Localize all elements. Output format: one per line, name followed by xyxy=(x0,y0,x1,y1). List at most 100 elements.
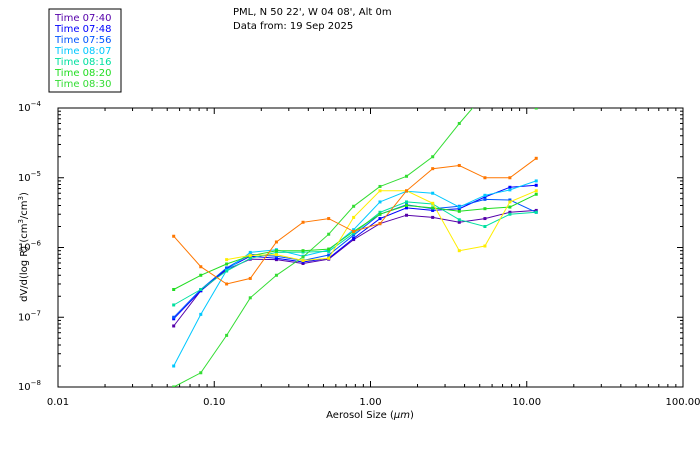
data-point xyxy=(483,207,487,211)
data-point xyxy=(378,222,382,226)
data-point xyxy=(534,189,538,193)
data-point xyxy=(431,208,435,212)
data-point xyxy=(378,217,382,221)
data-point xyxy=(199,287,203,291)
data-point xyxy=(431,191,435,195)
data-point xyxy=(199,312,203,316)
data-point xyxy=(327,232,331,236)
data-point xyxy=(483,176,487,180)
data-point xyxy=(483,197,487,201)
data-point xyxy=(431,155,435,159)
data-series xyxy=(172,94,538,387)
y-tick-label: 10−4 xyxy=(18,100,42,114)
x-axis-title: Aerosol Size (μm) xyxy=(326,410,414,421)
data-point xyxy=(327,247,331,251)
data-point xyxy=(457,209,461,213)
data-point xyxy=(352,228,356,232)
data-point xyxy=(248,276,252,280)
legend-entry: Time 08:07 xyxy=(54,46,111,57)
data-point xyxy=(431,215,435,219)
data-point xyxy=(457,249,461,253)
data-point xyxy=(534,179,538,183)
data-point xyxy=(378,210,382,214)
data-point xyxy=(172,234,176,238)
data-point xyxy=(301,261,305,265)
data-point xyxy=(431,201,435,205)
data-point xyxy=(508,210,512,214)
y-tick-label: 10−8 xyxy=(18,379,41,393)
data-point xyxy=(172,303,176,307)
data-point xyxy=(534,156,538,160)
data-point xyxy=(457,205,461,209)
legend-entry: Time 08:16 xyxy=(54,57,111,68)
data-point xyxy=(172,324,176,328)
data-point xyxy=(508,94,511,97)
data-point xyxy=(534,183,538,187)
data-point xyxy=(431,167,435,171)
data-point xyxy=(327,249,331,253)
data-point xyxy=(405,174,409,178)
data-point xyxy=(301,220,305,224)
data-point xyxy=(508,205,512,209)
legend-entry: Time 07:56 xyxy=(54,35,111,46)
x-tick-label: 0.01 xyxy=(47,397,69,408)
data-point xyxy=(352,204,356,208)
data-point xyxy=(172,315,176,319)
y-tick-label: 10−5 xyxy=(18,170,41,184)
data-point xyxy=(352,233,356,237)
data-point xyxy=(534,210,538,214)
data-point xyxy=(301,249,305,253)
data-point xyxy=(274,249,278,253)
data-point xyxy=(378,212,382,216)
data-point xyxy=(508,212,512,216)
y-tick-label: 10−6 xyxy=(18,240,42,254)
data-point xyxy=(301,259,305,263)
data-point xyxy=(457,220,461,224)
data-point xyxy=(483,244,487,248)
legend-entry: Time 07:40 xyxy=(54,13,111,24)
data-point xyxy=(483,225,487,229)
series-7 xyxy=(225,189,538,263)
data-point xyxy=(405,189,409,193)
data-point xyxy=(225,258,229,262)
data-point xyxy=(172,287,176,291)
y-axis-title: dV/d(log R) (cm3/cm3) xyxy=(17,192,30,302)
data-point xyxy=(225,333,229,337)
data-point xyxy=(352,236,356,240)
data-point xyxy=(483,193,487,197)
data-point xyxy=(405,213,409,217)
data-point xyxy=(534,192,538,196)
plot-frame xyxy=(57,107,684,388)
x-tick-label: 100.00 xyxy=(666,397,700,408)
data-point xyxy=(248,256,252,260)
data-point xyxy=(274,273,278,277)
data-date: Data from: 19 Sep 2025 xyxy=(233,21,353,32)
data-point xyxy=(483,195,487,199)
data-point xyxy=(508,188,512,192)
data-point xyxy=(457,218,461,222)
data-point xyxy=(327,256,331,260)
data-point xyxy=(508,185,512,189)
data-point xyxy=(352,215,356,219)
data-point xyxy=(199,371,203,375)
data-point xyxy=(248,296,252,300)
legend-entry: Time 08:30 xyxy=(54,79,111,90)
data-point xyxy=(274,256,278,260)
data-point xyxy=(457,207,461,211)
series-line xyxy=(173,193,537,290)
data-point xyxy=(172,364,176,368)
x-tick-label: 10.00 xyxy=(512,397,541,408)
data-point xyxy=(172,317,176,321)
data-point xyxy=(274,254,278,258)
x-tick-label: 0.10 xyxy=(203,397,225,408)
data-point xyxy=(199,273,203,277)
data-point xyxy=(225,269,229,273)
data-point xyxy=(199,265,203,269)
data-point xyxy=(405,204,409,208)
data-point xyxy=(248,250,252,254)
data-point xyxy=(457,121,461,125)
legend-entry: Time 07:48 xyxy=(54,24,111,35)
axis-ticks: 0.01 0.10 1.00 10.00 100.00 10−8 10−7 10−6 10−5 1… xyxy=(18,100,700,408)
